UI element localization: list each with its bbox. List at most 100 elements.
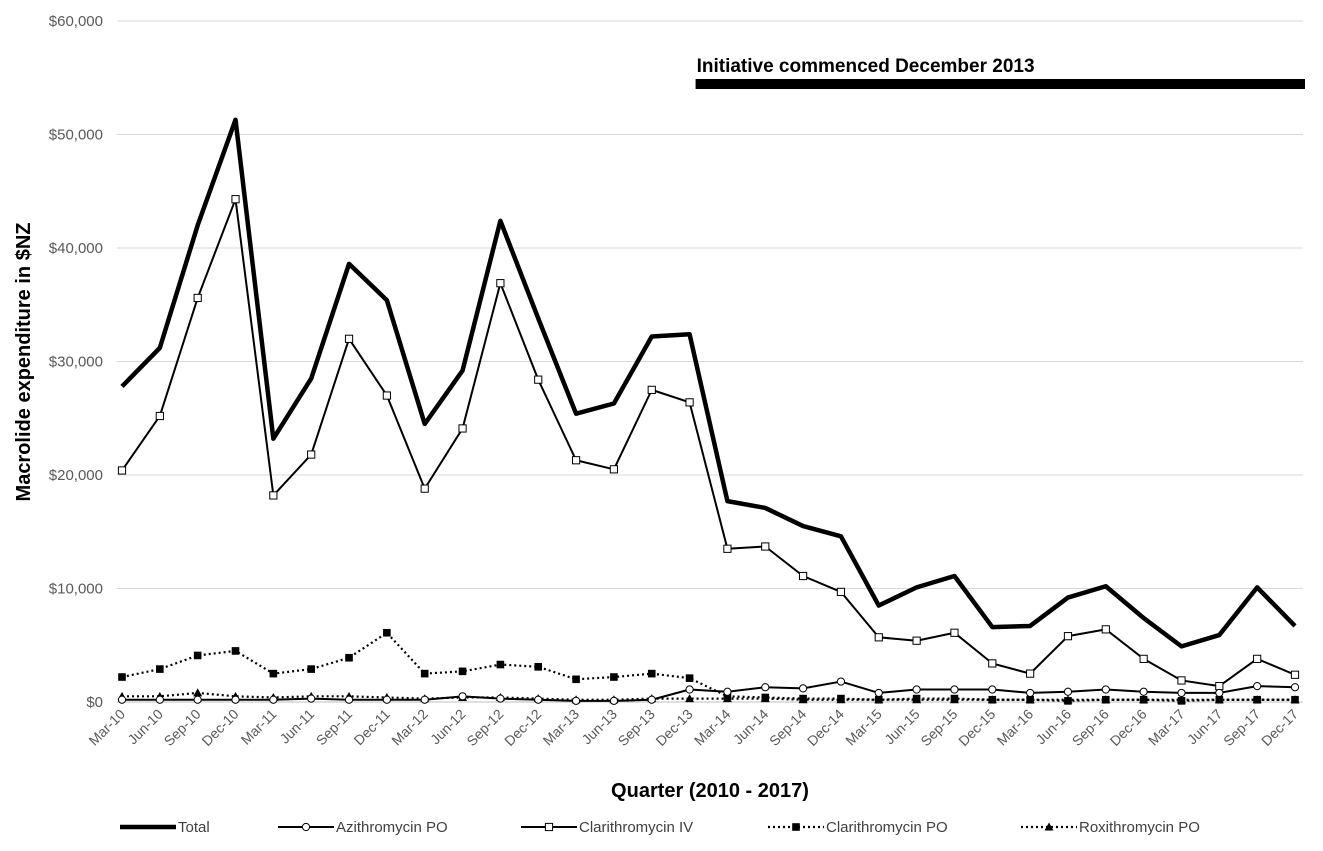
x-tick-label: Mar-13 (540, 706, 583, 749)
x-tick-label: Mar-17 (1145, 706, 1188, 749)
x-axis-title: Quarter (2010 - 2017) (611, 780, 809, 802)
data-point-clarithromycin-po (1139, 695, 1148, 704)
data-point-clarithromycin-po (1291, 695, 1299, 704)
data-point-clarithromycin-iv (231, 195, 240, 204)
data-point-azithromycin-po (1290, 683, 1300, 692)
data-point-clarithromycin-po (874, 695, 883, 704)
data-point-azithromycin-po (798, 684, 808, 693)
legend-marker (544, 822, 554, 832)
data-point-clarithromycin-po (193, 651, 202, 660)
x-tick-label: Dec-16 (1107, 706, 1150, 749)
data-point-clarithromycin-iv (1063, 632, 1073, 641)
y-tick-label: $0 (86, 694, 103, 711)
data-point-azithromycin-po (950, 685, 959, 694)
x-tick-label: Mar-12 (388, 706, 431, 749)
series-clarithromycin-po (118, 628, 1299, 705)
x-tick-label: Jun-17 (1184, 706, 1226, 748)
data-point-clarithromycin-po (685, 674, 694, 682)
data-point-azithromycin-po (458, 692, 467, 701)
data-point-azithromycin-po (307, 694, 316, 703)
data-point-clarithromycin-iv (1177, 676, 1186, 685)
data-point-clarithromycin-po (723, 692, 732, 701)
data-point-clarithromycin-iv (193, 293, 202, 303)
x-tick-label: Mar-10 (85, 706, 128, 749)
data-point-azithromycin-po (912, 685, 921, 694)
x-tick-label: Mar-15 (842, 706, 885, 749)
data-point-roxithromycin-po (685, 694, 695, 703)
data-point-clarithromycin-iv (609, 465, 619, 474)
data-point-roxithromycin-po (193, 688, 203, 697)
x-tick-label: Sep-15 (917, 706, 960, 749)
data-point-clarithromycin-iv (798, 571, 808, 581)
x-tick-label: Jun-11 (276, 706, 317, 747)
legend-marker (1044, 822, 1054, 831)
data-point-azithromycin-po (647, 695, 656, 704)
data-point-azithromycin-po (231, 695, 240, 704)
x-tick-label: Jun-16 (1033, 706, 1075, 748)
y-tick-label: $50,000 (49, 127, 103, 144)
data-point-clarithromycin-iv (420, 484, 429, 493)
data-point-clarithromycin-iv (685, 398, 694, 407)
legend-marker (792, 823, 800, 831)
data-point-clarithromycin-po (1064, 697, 1072, 705)
series-line-roxithromycin-po (122, 691, 1295, 701)
data-point-clarithromycin-po (761, 693, 770, 702)
x-tick-label: Dec-17 (1258, 706, 1301, 749)
data-point-clarithromycin-iv (344, 334, 354, 343)
series-line-clarithromycin-iv (121, 198, 1296, 688)
data-point-azithromycin-po (1026, 688, 1035, 698)
data-point-clarithromycin-po (837, 694, 845, 703)
data-point-clarithromycin-iv (307, 450, 316, 459)
data-point-clarithromycin-iv (874, 633, 883, 642)
data-point-clarithromycin-iv (761, 542, 770, 551)
data-point-azithromycin-po (382, 695, 391, 704)
data-point-azithromycin-po (1177, 688, 1186, 698)
initiative-annotation: Initiative commenced December 2013 (695, 56, 1305, 89)
data-point-clarithromycin-iv (496, 279, 505, 288)
x-tick-label: Dec-11 (350, 706, 393, 749)
data-point-clarithromycin-iv (1253, 654, 1262, 663)
data-point-azithromycin-po (534, 695, 543, 704)
data-point-clarithromycin-po (1253, 695, 1261, 704)
data-point-azithromycin-po (155, 695, 164, 704)
series-line-azithromycin-po (122, 680, 1296, 702)
data-point-clarithromycin-po (1215, 695, 1224, 704)
data-point-azithromycin-po (609, 696, 619, 705)
data-point-azithromycin-po (685, 685, 694, 694)
data-point-clarithromycin-po (610, 673, 618, 681)
x-tick-label: Sep-17 (1220, 706, 1263, 749)
legend-item-azithromycin-po: Azithromycin PO (278, 819, 448, 836)
data-point-clarithromycin-iv (269, 491, 278, 500)
legend-label: Roxithromycin PO (1079, 819, 1200, 836)
data-point-clarithromycin-iv (912, 636, 921, 645)
data-point-azithromycin-po (117, 695, 127, 704)
data-point-azithromycin-po (874, 688, 883, 698)
series-clarithromycin-iv (117, 195, 1300, 691)
legend-item-clarithromycin-iv: Clarithromycin IV (521, 819, 693, 836)
x-tick-label: Sep-12 (463, 706, 506, 749)
data-point-azithromycin-po (1101, 685, 1110, 694)
x-tick-label: Dec-13 (652, 706, 695, 749)
data-point-clarithromycin-po (231, 647, 240, 655)
data-point-clarithromycin-po (572, 675, 580, 684)
x-tick-label: Mar-16 (994, 706, 1037, 749)
data-point-azithromycin-po (420, 695, 429, 704)
data-point-clarithromycin-po (534, 663, 543, 671)
x-tick-label: Jun-10 (124, 706, 166, 748)
data-point-clarithromycin-po (383, 628, 391, 637)
y-tick-label: $30,000 (49, 354, 103, 371)
y-tick-label: $40,000 (49, 240, 103, 257)
legend-label: Azithromycin PO (336, 819, 448, 836)
data-point-clarithromycin-iv (988, 659, 997, 668)
y-tick-label: $10,000 (49, 581, 103, 598)
data-point-azithromycin-po (1215, 688, 1224, 698)
data-point-clarithromycin-po (458, 667, 467, 676)
x-tick-label: Dec-15 (955, 706, 998, 749)
series-lines (117, 117, 1300, 705)
data-point-clarithromycin-po (988, 695, 997, 704)
data-point-clarithromycin-po (269, 669, 278, 678)
data-point-clarithromycin-iv (723, 544, 732, 553)
data-point-clarithromycin-po (647, 669, 656, 678)
x-axis-ticks: Mar-10Jun-10Sep-10Dec-10Mar-11Jun-11Sep-… (85, 706, 1301, 749)
